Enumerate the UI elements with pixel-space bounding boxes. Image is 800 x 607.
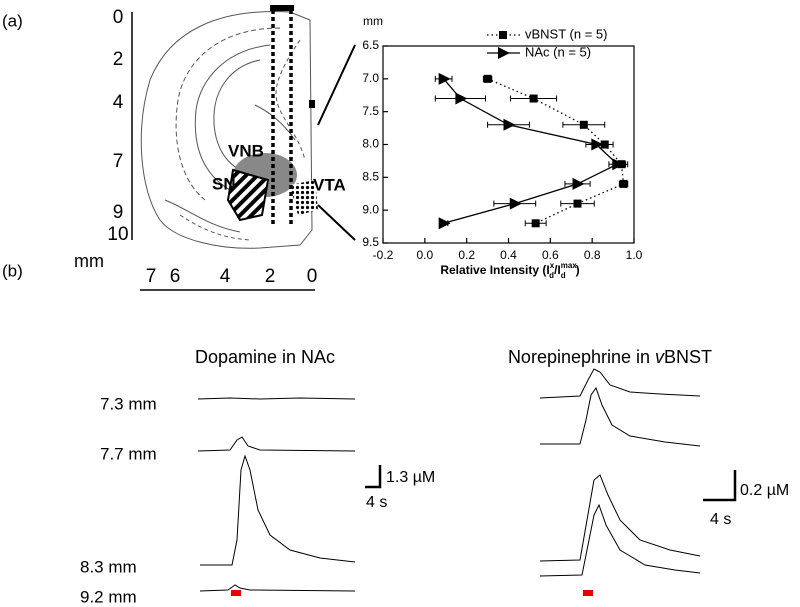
panel-label: (b) (2, 261, 23, 280)
y-tick-label: 9.5 (362, 235, 379, 249)
depth-tick-label: 10 (107, 224, 128, 245)
zoom-line (317, 204, 356, 241)
traces (197, 368, 701, 592)
y-tick-label: 7.0 (362, 71, 379, 85)
trace-title: Dopamine in NAc (195, 347, 335, 367)
x-tick-label: 0.6 (542, 248, 559, 262)
marker (438, 72, 451, 85)
x-tick-label: 0.2 (458, 248, 475, 262)
marker (531, 219, 540, 228)
trace-title: Norepinephrine in vBNST (508, 347, 712, 367)
depth-tick-label: 7 (113, 151, 124, 172)
brain-section (140, 11, 313, 249)
region-label: VTA (313, 175, 346, 194)
y-tick-label: 9.0 (362, 202, 379, 216)
stimulus (231, 590, 241, 596)
lateral-tick-label: 4 (220, 266, 231, 287)
marker (529, 94, 538, 103)
marker (483, 74, 492, 83)
probe-top (270, 5, 294, 11)
scale-bar (365, 465, 382, 489)
marker (438, 217, 451, 230)
depth-tick-label: 0 (113, 7, 124, 28)
zoom-line (317, 44, 356, 126)
scale-bar (703, 470, 737, 502)
marker (309, 100, 315, 108)
scale-label: 1.3 µM (386, 469, 435, 486)
marker (455, 92, 468, 105)
series-line (487, 78, 625, 224)
stimulus (583, 590, 593, 596)
scale-label: 4 s (710, 511, 731, 528)
scale-label: 4 s (366, 494, 387, 511)
legend-marker (499, 31, 507, 39)
scale-label: 0.2 µM (740, 482, 789, 499)
depth-label: 7.7 mm (100, 444, 157, 463)
x-tick-label: -0.2 (373, 248, 394, 262)
y-tick-label: 8.0 (362, 137, 379, 151)
x-axis-label: Relative Intensity (Ix d/Imax d) (440, 261, 579, 280)
region-vta (290, 180, 318, 215)
y-tick-label: 8.5 (362, 170, 379, 184)
unit-label: mm (74, 251, 104, 271)
legend-label: vBNST (n = 5) (525, 26, 607, 41)
legend-marker (498, 47, 510, 59)
y-tick-label: 7.5 (362, 104, 379, 118)
x-tick-label: 0.8 (584, 248, 601, 262)
region-label: VNB (228, 141, 264, 160)
marker (509, 197, 522, 210)
marker (573, 199, 582, 208)
marker (579, 120, 588, 129)
marker (503, 118, 516, 131)
series-line (443, 78, 619, 224)
legend-label: NAc (n = 5) (525, 44, 591, 59)
region-label: SN (212, 174, 236, 193)
x-tick-label: 0.0 (416, 248, 433, 262)
marker (612, 158, 625, 171)
depth-label: 9.2 mm (80, 587, 137, 606)
x-tick-label: 0.4 (500, 248, 517, 262)
y-axis-label: mm (363, 14, 383, 28)
lateral-tick-label: 6 (170, 266, 181, 287)
depth-tick-label: 2 (113, 49, 124, 70)
marker (619, 179, 628, 188)
marker (591, 138, 604, 151)
depth-label: 8.3 mm (80, 557, 137, 576)
y-tick-label: 6.5 (362, 38, 379, 52)
depth-tick-label: 4 (113, 92, 124, 113)
region-sn (226, 168, 270, 222)
lateral-tick-label: 2 (265, 266, 276, 287)
lateral-tick-label: 0 (307, 266, 318, 287)
panel-label: (a) (2, 11, 23, 30)
depth-label: 7.3 mm (100, 394, 157, 413)
marker (572, 177, 585, 190)
depth-tick-label: 9 (113, 202, 124, 223)
x-tick-label: 1.0 (626, 248, 643, 262)
lateral-tick-label: 7 (146, 266, 157, 287)
